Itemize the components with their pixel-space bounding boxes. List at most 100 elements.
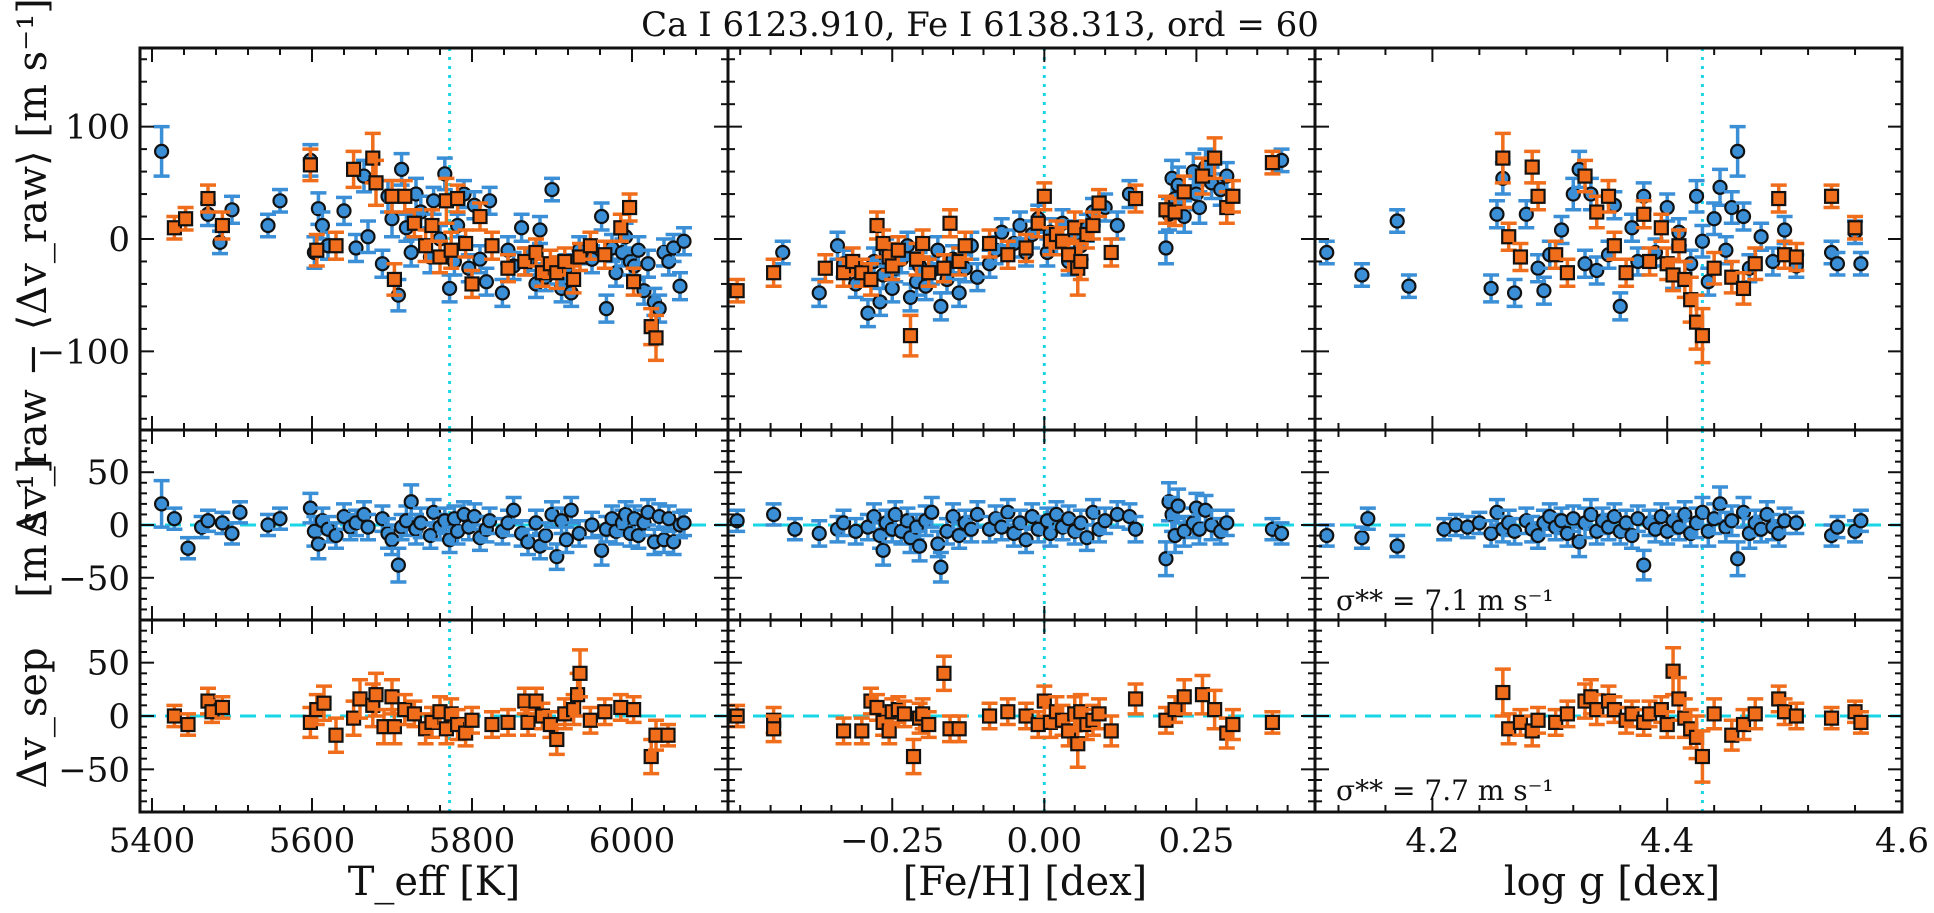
marker-circle	[1012, 217, 1028, 234]
data-layer	[1318, 485, 1869, 582]
marker-square	[766, 721, 782, 737]
marker-circle	[314, 217, 330, 234]
marker-square	[386, 271, 402, 288]
marker-square	[1524, 159, 1540, 175]
data-point	[500, 707, 516, 737]
marker-square	[1606, 701, 1622, 718]
data-point	[862, 261, 879, 297]
marker-square	[528, 693, 544, 709]
data-point	[308, 232, 325, 268]
marker-circle	[1829, 519, 1846, 535]
data-point	[1829, 514, 1846, 540]
data-point	[811, 519, 828, 548]
y-axis-label-bottom: Δv_sep	[10, 647, 56, 788]
data-point	[1018, 232, 1035, 264]
marker-circle	[875, 542, 891, 558]
data-point	[520, 707, 536, 737]
marker-square	[1030, 215, 1046, 231]
marker-square	[316, 695, 332, 711]
marker-square	[1665, 663, 1681, 679]
data-point	[1559, 257, 1576, 288]
marker-circle	[154, 143, 170, 159]
marker-square	[302, 714, 318, 731]
data-point	[981, 228, 998, 259]
data-point	[902, 313, 919, 358]
marker-circle	[593, 208, 610, 225]
marker-square	[1659, 716, 1675, 733]
marker-circle	[260, 517, 276, 533]
data-point	[1641, 508, 1658, 538]
y-tick-label: −50	[58, 750, 130, 790]
series-orange	[1494, 131, 1864, 365]
data-point	[951, 277, 968, 309]
panel-top-feh	[726, 46, 1317, 432]
data-point	[1127, 183, 1144, 214]
data-point	[765, 502, 782, 527]
data-point	[1776, 697, 1793, 727]
data-point	[1852, 709, 1869, 735]
data-point	[660, 722, 676, 748]
marker-square	[729, 283, 745, 299]
data-point	[621, 192, 638, 223]
marker-circle	[1127, 521, 1144, 537]
y-tick-label: 100	[65, 108, 130, 148]
data-point	[1018, 701, 1035, 731]
data-point	[1091, 697, 1108, 731]
marker-square	[352, 691, 368, 707]
marker-circle	[1712, 179, 1728, 195]
marker-square	[1264, 155, 1281, 171]
data-point	[1535, 275, 1552, 306]
marker-circle	[945, 508, 961, 525]
data-point	[1676, 500, 1693, 529]
data-point	[180, 535, 196, 561]
sigma-annotation-middle: σ** = 7.1 m s⁻¹	[1336, 584, 1554, 617]
marker-square	[443, 242, 459, 258]
marker-square	[582, 238, 599, 254]
data-point	[1559, 699, 1576, 729]
data-point	[1036, 181, 1053, 212]
marker-square	[613, 220, 629, 236]
data-point	[513, 212, 530, 243]
data-point	[582, 705, 599, 735]
marker-square	[178, 211, 194, 227]
marker-circle	[1735, 504, 1752, 520]
data-point	[1218, 508, 1235, 538]
data-point	[625, 695, 642, 725]
data-point	[1512, 241, 1529, 273]
marker-square	[572, 665, 588, 681]
marker-square	[328, 238, 344, 254]
marker-circle	[1109, 217, 1125, 234]
data-point	[1500, 221, 1517, 252]
data-point	[640, 248, 656, 279]
marker-square	[613, 699, 629, 716]
marker-square	[1030, 716, 1046, 733]
data-point	[942, 208, 959, 239]
marker-square	[957, 238, 973, 254]
marker-circle	[1677, 506, 1693, 523]
marker-circle	[1109, 506, 1125, 523]
data-point	[1694, 306, 1711, 365]
data-point	[672, 270, 688, 302]
marker-square	[1559, 265, 1576, 281]
marker-circle	[672, 278, 688, 294]
marker-square	[1600, 188, 1617, 204]
marker-circle	[912, 538, 928, 554]
marker-circle	[166, 511, 182, 527]
data-point	[1224, 178, 1241, 214]
marker-square	[1207, 150, 1223, 166]
data-point	[676, 508, 692, 538]
marker-circle	[348, 240, 364, 256]
x-tick-label: 5600	[269, 821, 356, 861]
marker-square	[309, 242, 325, 258]
data-point	[1436, 516, 1453, 542]
data-point	[584, 510, 600, 540]
marker-circle	[1176, 523, 1192, 539]
data-point	[1747, 246, 1764, 282]
data-point	[1506, 516, 1523, 546]
y-axis-label-top: Δv_raw − ⟨Δv_raw⟩ [m s⁻¹]	[10, 0, 56, 538]
data-point	[881, 716, 898, 746]
marker-square	[582, 712, 599, 728]
marker-square	[921, 265, 937, 281]
marker-square	[1548, 247, 1564, 263]
data-point	[923, 495, 940, 529]
